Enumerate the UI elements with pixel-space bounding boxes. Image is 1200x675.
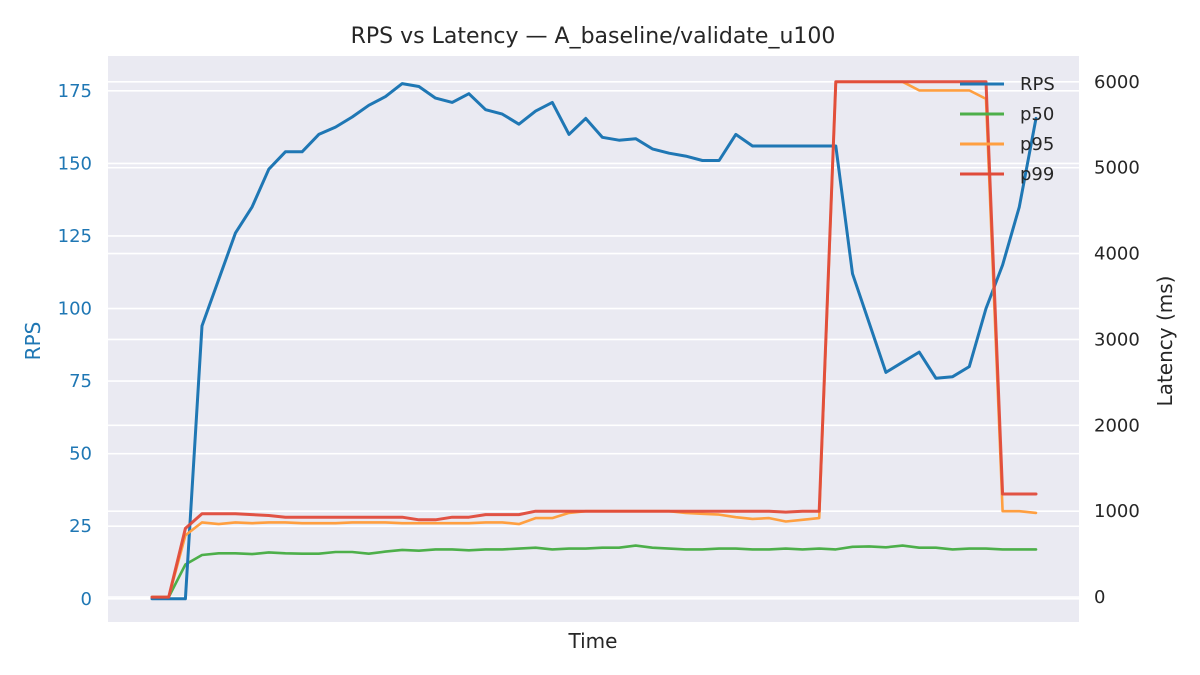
y-left-tick-label: 175 [58, 81, 92, 102]
legend-label-p50: p50 [1020, 104, 1054, 125]
y-right-tick-label: 1000 [1094, 501, 1140, 522]
legend-label-p99: p99 [1020, 164, 1054, 185]
left-tick-labels: 0 25 50 75 100 125 150 175 [58, 81, 92, 610]
y-left-tick-label: 75 [69, 371, 92, 392]
y-right-tick-label: 3000 [1094, 329, 1140, 350]
y-axis-left-label: RPS [21, 322, 45, 361]
y-right-tick-label: 0 [1094, 587, 1105, 608]
series-line-p99 [150, 80, 1038, 599]
y-left-tick-label: 25 [69, 516, 92, 537]
y-right-tick-label: 5000 [1094, 158, 1140, 179]
y-left-tick-label: 100 [58, 299, 92, 320]
y-left-tick-label: 125 [58, 226, 92, 247]
series-line-p50 [150, 544, 1038, 599]
series-line-rps [150, 82, 1038, 601]
legend-label-rps: RPS [1020, 74, 1055, 95]
chart-title: RPS vs Latency — A_baseline/validate_u10… [351, 24, 836, 49]
x-axis-label: Time [568, 629, 618, 653]
y-right-tick-label: 2000 [1094, 415, 1140, 436]
y-right-tick-label: 4000 [1094, 244, 1140, 265]
y-left-tick-label: 0 [81, 589, 92, 610]
y-left-tick-label: 50 [69, 444, 92, 465]
y-right-tick-label: 6000 [1094, 72, 1140, 93]
y-left-tick-label: 150 [58, 153, 92, 174]
series-layer [150, 80, 1038, 601]
legend: RPS p50 p95 p99 [960, 74, 1055, 185]
right-tick-labels: 0 1000 2000 3000 4000 5000 6000 [1094, 72, 1140, 608]
legend-label-p95: p95 [1020, 134, 1054, 155]
y-axis-right-label: Latency (ms) [1153, 276, 1177, 407]
